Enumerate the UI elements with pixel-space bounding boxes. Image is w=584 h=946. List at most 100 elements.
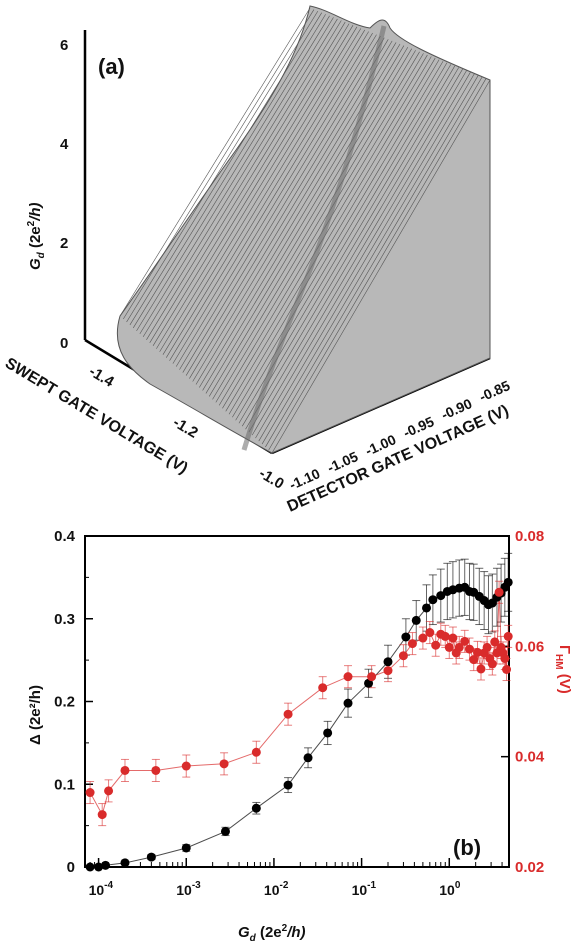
mesh-line [166,29,366,358]
series-1-point [487,659,497,669]
series-0-point [251,803,261,813]
series-1-point [383,666,393,676]
mesh-line [136,15,330,332]
mesh-line [182,37,385,373]
series-1-point [500,653,510,663]
series-0-point [411,615,421,625]
mesh-line [258,73,475,442]
series-0-point [283,780,293,790]
series-0-point [503,577,513,587]
left-y-axis-label: Δ (2e²/h) [27,685,44,745]
mesh-line [228,59,440,415]
series-1-point [425,628,435,638]
right-tick-label: 0.02 [515,859,544,876]
series-1-point [431,640,441,650]
plot-frame [84,535,510,868]
mesh-line [268,78,487,451]
series-1-point [418,633,428,643]
right-tick-label: 0.08 [515,528,544,545]
z-tick-6: 6 [60,37,68,54]
mesh-line [251,70,467,436]
surface-mesh [119,7,491,454]
mesh-line [271,79,491,454]
mesh-line [205,48,412,394]
series-1-point [503,631,513,641]
right-tick-label: 0.04 [515,749,545,766]
series-1-point [318,683,328,693]
mesh-line [199,45,405,388]
series-1-point [343,672,353,682]
series-1-point [473,647,483,657]
left-tick-label: 0.1 [54,776,75,793]
series-lines [86,552,513,868]
mesh-line [225,57,436,412]
series-1-point [151,765,161,775]
x-axis-label: Gd (2e2/h) [238,923,306,944]
panel-b-label: (b) [453,835,481,860]
mesh-line [152,23,350,346]
left-tick-label: 0 [67,859,75,876]
left-tick-label: 0.4 [54,528,76,545]
series-0-point [436,591,446,601]
series-0-point [383,657,393,667]
series-1-point [104,786,114,796]
series-0-point [422,603,432,613]
x-ticks: 10-4 10-3 10-2 10-1 100 [84,858,503,898]
mesh-line [175,34,377,367]
series-1-point [440,631,450,641]
x-tick-label: 10-2 [264,880,289,898]
series-0-point [85,862,95,872]
mesh-line [242,65,456,427]
series-0-point [401,632,411,642]
mesh-line [179,36,381,370]
mesh-line [172,32,373,364]
left-tick-label: 0.2 [54,694,75,711]
series-0-point [146,852,156,862]
mesh-line [129,12,322,326]
series-0-point [101,860,111,870]
mesh-line [162,28,362,355]
series-1-point [448,633,458,643]
surface-plot-panel-a: 0 2 4 6 Gd (2e2/h) (a) -1.4 -1.2 -1.0 SW… [2,5,513,516]
x-tick-label: 10-1 [352,880,377,898]
mesh-line [159,26,358,352]
right-y-axis-label: ΓHM (V) [553,645,573,694]
series-1-point [181,761,191,771]
series-1-point [251,747,261,757]
swept-tick: -1.0 [256,465,287,493]
series-0-point [303,753,313,763]
series-1-point [97,810,107,820]
series-0-point [181,843,191,853]
mesh-line [189,40,393,379]
swept-tick: -1.4 [86,363,117,391]
mesh-line [232,61,444,418]
series-1-point [407,639,417,649]
z-axis-label: Gd (2e2/h) [26,202,47,270]
series-1-point [444,642,454,652]
series-1-point [460,636,470,646]
series-1-point [219,759,229,769]
mesh-line [169,31,369,361]
mesh-line [149,21,346,343]
mesh-line [126,10,319,323]
mesh-line [235,62,448,421]
left-y-ticks: 0 0.1 0.2 0.3 0.4 [54,528,93,876]
mesh-line [156,25,354,349]
series-1-point [482,642,492,652]
swept-tick: -1.2 [170,414,201,442]
right-y-ticks: 0.02 0.04 0.06 0.08 [501,528,545,876]
mesh-line [139,17,334,335]
mesh-line [185,39,389,376]
z-tick-0: 0 [60,335,68,352]
series-0-point [343,698,353,708]
z-tick-labels: 0 2 4 6 [60,37,69,352]
series-1-point [367,672,377,682]
left-tick-label: 0.3 [54,611,75,628]
surface-ridge [241,25,387,451]
scatter-plot-panel-b: 00.10.20.30.4 0.020.040.060.08 10-4 10-3 1… [27,528,573,944]
series-1-point [469,655,479,665]
mesh-line [255,72,471,439]
x-tick-label: 10-3 [176,880,201,898]
series-1-point [283,709,293,719]
